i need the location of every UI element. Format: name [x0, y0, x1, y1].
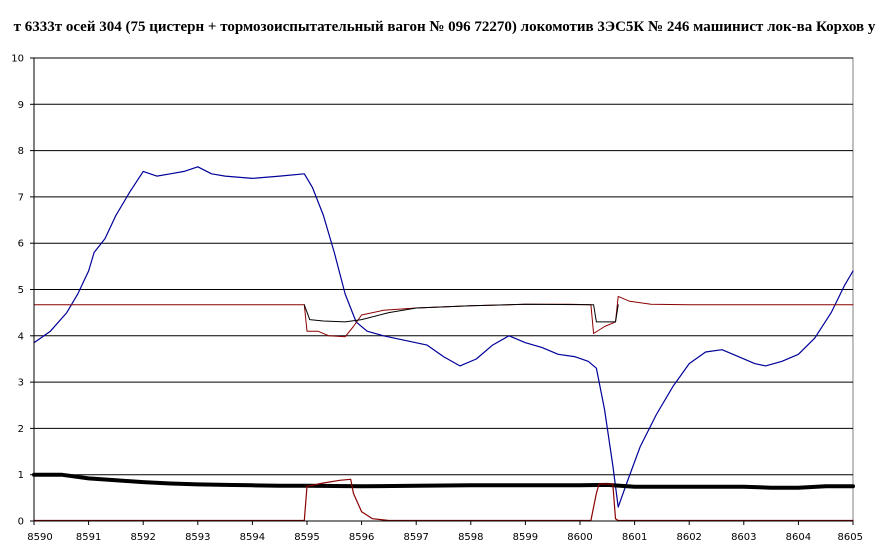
x-tick-label: 8590	[27, 532, 52, 543]
y-tick-label: 5	[18, 285, 24, 296]
x-tick-label: 8591	[76, 532, 101, 543]
x-tick-label: 8595	[294, 532, 319, 543]
x-tick-label: 8604	[786, 532, 811, 543]
x-tick-label: 8599	[513, 532, 538, 543]
axes	[30, 57, 854, 525]
y-tick-label: 1	[18, 470, 24, 481]
y-tick-label: 0	[18, 517, 24, 528]
series-line-4	[32, 472, 855, 490]
y-tick-label: 10	[11, 54, 24, 65]
x-tick-label: 8598	[458, 532, 483, 543]
grid	[34, 57, 853, 476]
x-tick-label: 8593	[185, 532, 210, 543]
x-tick-label: 8592	[130, 532, 155, 543]
y-tick-label: 9	[18, 100, 24, 111]
y-tick-label: 4	[18, 331, 24, 342]
y-tick-label: 8	[18, 146, 24, 157]
x-tick-labels: 8590 8591 8592 8593 8594 8595 8596 8597 8598 8599…	[27, 532, 863, 543]
x-tick-label: 8605	[838, 532, 863, 543]
y-tick-label: 7	[18, 192, 24, 203]
x-tick-label: 8600	[567, 532, 592, 543]
x-tick-label: 8597	[403, 532, 428, 543]
x-tick-label: 8594	[240, 532, 265, 543]
y-tick-labels: 0 1 2 3 4 5 6 7 8 9 10	[11, 54, 24, 528]
y-tick-label: 2	[18, 424, 24, 435]
x-tick-label: 8602	[676, 532, 701, 543]
series-line-3	[303, 303, 619, 323]
y-tick-label: 6	[18, 239, 24, 250]
x-tick-label: 8603	[731, 532, 756, 543]
chart-title: т 6333т осей 304 (75 цистерн + тормозоис…	[13, 20, 876, 35]
x-tick-label: 8596	[349, 532, 374, 543]
x-tick-label: 8601	[622, 532, 647, 543]
y-tick-label: 3	[18, 378, 24, 389]
series-line-1	[33, 166, 854, 508]
series-group	[32, 166, 855, 522]
series-line-5	[33, 478, 854, 522]
